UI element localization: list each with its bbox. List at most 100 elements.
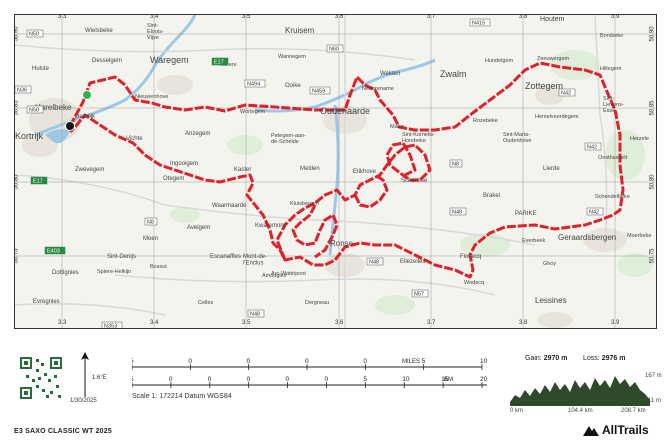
place-label-borsbeke: Borsbeke (600, 33, 623, 39)
place-labels: Wielsbeke Sint-Eloois-Vijve Kruisem Houtem B… (15, 16, 651, 306)
scale-tick-label: 0 (247, 358, 251, 365)
place-label-sint-maria: Sint-Maria-Oudenhove (503, 132, 531, 144)
svg-text:N494: N494 (247, 82, 260, 88)
place-label-waregem: Waregem (150, 55, 189, 65)
place-label-ellezelles: Ellezelles (400, 259, 425, 265)
scale-tick-label: 20 (480, 376, 488, 383)
place-label-schorisse: Schorisse (401, 178, 428, 184)
place-label-spiere-helkijn: Spiere-Helkijn (97, 269, 131, 275)
road-shield-n353: N353 (101, 321, 123, 329)
place-label-rozebeke: Rozebeke (473, 118, 498, 124)
scale-bars: 5 0 0 0 0 5 10 MILES 5 0 0 0 0 0 5 10 15 20 KM (132, 358, 488, 388)
place-label-ghoy: Ghoy (543, 261, 556, 267)
elevation-profile (510, 376, 650, 406)
scale-tick-label: 15 (441, 376, 449, 383)
scale-tick-label: 10 (480, 358, 488, 365)
scale-unit-label: KM (444, 377, 453, 383)
place-label-geraardsbergen: Geraardsbergen (558, 233, 616, 242)
loss-stat: Loss: 2976 m (583, 355, 625, 362)
scale-tick-label: 0 (324, 376, 328, 383)
grid-lat-label: 50.90 (14, 26, 20, 42)
scale-tick-label: 5 (132, 376, 134, 383)
grid-lon-label: 3.8 (519, 320, 528, 326)
scale-tick-label: 10 (402, 376, 410, 383)
place-label-petegem: Petegem-aan-de-Schelde (271, 133, 306, 145)
road-shield-n8-a: N8 (449, 159, 463, 168)
gain-stat: Gain: 2970 m (525, 355, 567, 362)
place-label-herzele: Herzele (630, 136, 649, 142)
place-label-kwaremont: Kwaremont (255, 223, 286, 229)
print-date: 1/30/2025 (70, 398, 97, 404)
svg-text:N50: N50 (29, 108, 39, 114)
place-label-moerbeke: Moerbeke (627, 233, 651, 239)
route-title: E3 SAXO CLASSIC WT 2025 (14, 428, 112, 435)
svg-text:N8: N8 (147, 220, 154, 226)
grid-lon-label: 3.4 (150, 14, 159, 20)
scale-tick-label: 5 (132, 358, 134, 365)
alltrails-logo-icon (583, 426, 599, 436)
start-marker[interactable] (82, 90, 92, 100)
scale-tick-label: 0 (286, 376, 290, 383)
grid-lon-label: 3.5 (242, 320, 251, 326)
map[interactable]: Wielsbeke Sint-Eloois-Vijve Kruisem Houtem B… (14, 14, 657, 329)
place-label-lessines: Lessines (535, 296, 567, 305)
svg-text:N36: N36 (17, 88, 27, 94)
grid-lat-label: 50.85 (14, 100, 20, 116)
svg-text:N48: N48 (452, 210, 462, 216)
place-label-oosthassett: Oosthassett (598, 155, 628, 161)
place-label-etikhove: Etikhove (353, 169, 377, 175)
north-arrow-icon (81, 352, 89, 397)
road-shield-n42-c: N42 (586, 207, 604, 216)
place-label-wielsbeke: Wielsbeke (85, 28, 113, 34)
place-label-hemelveerdegem: Hemelveerdegem (535, 114, 579, 120)
place-label-zwalm: Zwalm (440, 69, 467, 79)
place-label-kortrijk: Kortrijk (15, 131, 44, 141)
svg-text:E17: E17 (33, 179, 43, 185)
place-label-hulste: Hulste (32, 66, 50, 72)
route-loops[interactable] (275, 141, 432, 261)
place-label-amougies: Amougies (262, 273, 287, 279)
svg-text:N353: N353 (104, 324, 117, 329)
place-label-escanaffles: Escanaffles (210, 254, 241, 260)
place-label-sint-eloois-vijve: Sint-Eloois-Vijve (147, 23, 164, 41)
place-label-deerlijk: Deerlijk (75, 114, 96, 120)
brand[interactable]: AllTrails (583, 423, 649, 437)
place-label-sint-lievens-esse: Sint-Lievens-Esse (603, 96, 624, 114)
place-label-schendelbeke: Schendelbeke (595, 194, 630, 200)
grid-lat-label: 50.75 (649, 248, 656, 264)
gain-value: 2970 m (543, 355, 568, 362)
scale-tick-label: 5 (422, 358, 426, 365)
place-label-sint-denijs: Sint-Denijs (107, 254, 136, 260)
road-shield-n36: N36 (15, 85, 32, 94)
road-shield-e17-left: E17 (30, 176, 48, 185)
grid-lat-label: 50.80 (14, 174, 20, 190)
place-label-welden: Welden (380, 71, 400, 77)
svg-text:N42: N42 (561, 91, 571, 97)
place-label-anzegem: Anzegem (185, 131, 210, 137)
place-label-harelbeke: Harelbeke (35, 103, 72, 112)
end-marker[interactable] (65, 121, 75, 131)
place-label-vichte: Vichte (126, 136, 143, 142)
svg-text:N60: N60 (329, 47, 339, 53)
place-label-wannegem: Wannegem (278, 54, 306, 60)
grid-lon-label: 3.5 (242, 14, 251, 20)
place-label-bossut: Bossut (150, 264, 167, 270)
place-label-wodecq: Wodecq (464, 280, 484, 286)
grid-lon-label: 3.9 (611, 14, 620, 20)
scale-tick-label: 0 (305, 358, 309, 365)
place-label-desselgem: Desselgem (92, 58, 122, 64)
route-track[interactable] (68, 61, 625, 279)
road-shield-n48-c: N48 (247, 309, 265, 318)
road-shield-n48-b: N48 (366, 257, 384, 266)
distance-start: 0 km (510, 408, 524, 414)
place-label-zwevegem: Zwevegem (75, 167, 104, 173)
place-label-ronse: Ronse (330, 239, 354, 248)
place-label-brakel: Brakel (483, 193, 500, 199)
place-label-lierde: Lierde (543, 166, 560, 172)
elevation-min: 11 m (648, 398, 661, 404)
brand-label: AllTrails (602, 423, 649, 437)
loss-value: 2976 m (601, 355, 626, 362)
place-label-kruisem: Kruisem (285, 26, 315, 35)
scale-tick-label: 5 (363, 376, 367, 383)
lake (45, 129, 70, 144)
